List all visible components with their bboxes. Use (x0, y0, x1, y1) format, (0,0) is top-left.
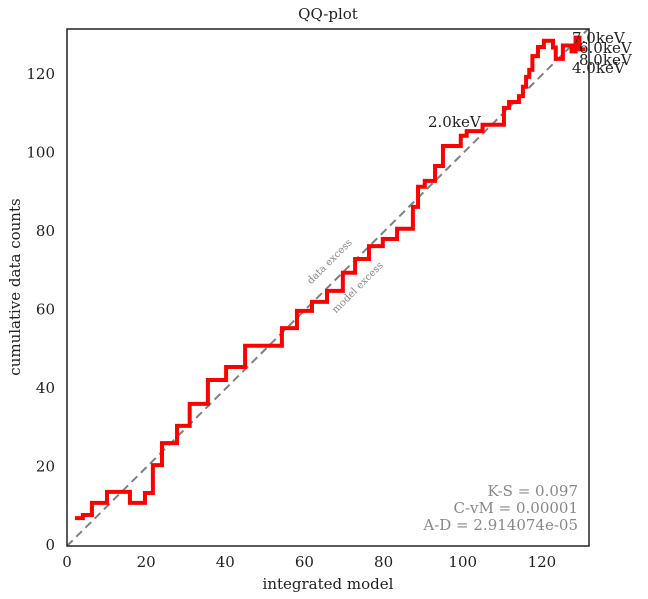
y-tick-label: 120 (26, 65, 55, 83)
plot-frame (66, 28, 590, 547)
x-tick-label: 60 (295, 553, 314, 571)
x-tick-label: 120 (528, 553, 557, 571)
energy-annotation: 4.0keV (572, 59, 626, 77)
x-tick-label: 80 (374, 553, 393, 571)
qq-curve (74, 35, 586, 521)
stat-text: K-S = 0.097 (487, 482, 578, 500)
x-tick-label: 100 (448, 553, 477, 571)
y-tick-label: 100 (26, 143, 55, 161)
chart-title: QQ-plot (298, 5, 358, 23)
y-tick-label: 20 (36, 457, 55, 475)
x-tick-label: 40 (216, 553, 235, 571)
y-tick-label: 40 (36, 379, 55, 397)
energy-annotation: 7.0keV (572, 29, 626, 47)
y-axis-label: cumulative data counts (6, 198, 24, 375)
stat-text: A-D = 2.914074e-05 (422, 516, 578, 534)
y-tick-label: 0 (45, 536, 55, 554)
stat-text: C-vM = 0.00001 (453, 499, 578, 517)
x-tick-label: 20 (137, 553, 156, 571)
y-tick-label: 80 (36, 222, 55, 240)
reference-diagonal (66, 28, 589, 547)
x-tick-label: 0 (62, 553, 72, 571)
region-label: model excess (330, 260, 386, 316)
region-label: data excess (305, 237, 354, 286)
x-axis-label: integrated model (263, 575, 394, 593)
y-tick-label: 60 (36, 300, 55, 318)
energy-annotation: 8.0keV (579, 51, 633, 69)
energy-annotation: 2.0keV (428, 113, 482, 131)
energy-annotation: 6.0keV (579, 39, 633, 57)
